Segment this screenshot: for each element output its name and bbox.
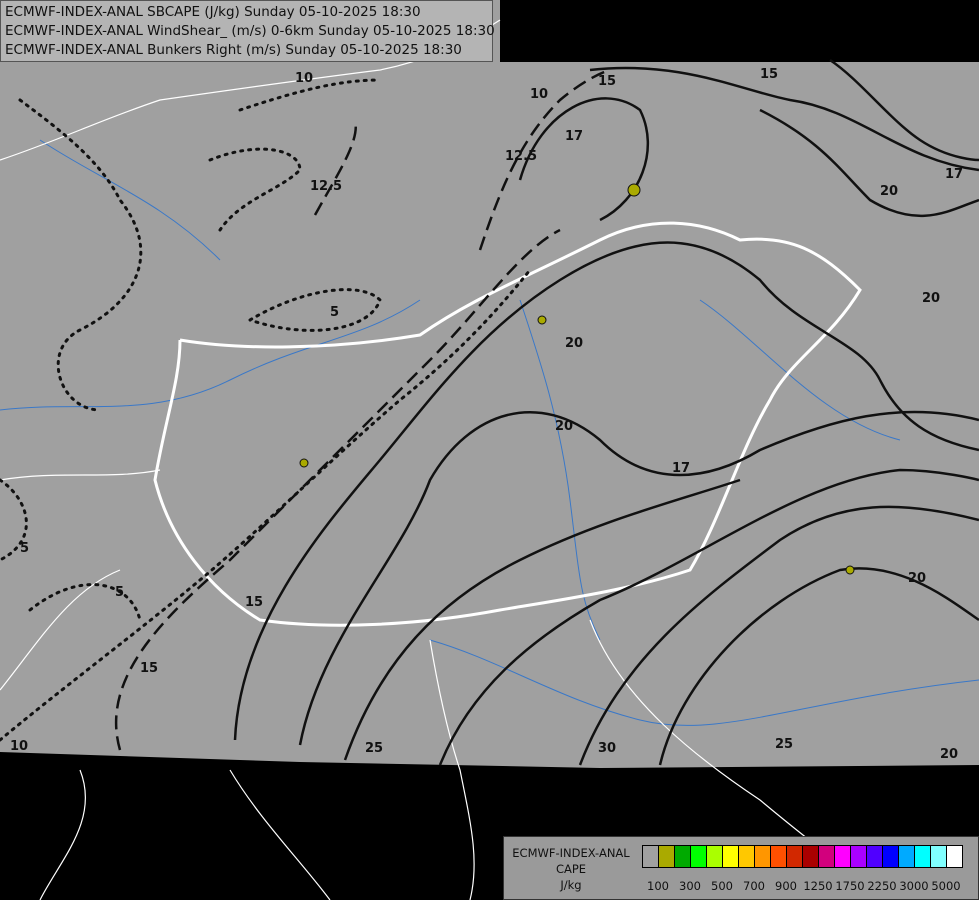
header-line-bunkers: ECMWF-INDEX-ANAL Bunkers Right (m/s) Sun… <box>5 42 462 58</box>
legend-swatch <box>883 846 899 867</box>
svg-text:20: 20 <box>555 419 573 434</box>
legend-label: 500 <box>711 879 733 893</box>
legend-label: 900 <box>775 879 797 893</box>
cape-legend: ECMWF-INDEX-ANAL CAPE J/kg 100 300 500 700 9… <box>503 836 979 900</box>
svg-text:5: 5 <box>20 541 29 556</box>
legend-label: 1250 <box>803 879 833 893</box>
legend-title-model: ECMWF-INDEX-ANAL <box>512 846 630 860</box>
dashed-contours <box>114 68 611 751</box>
legend-swatch <box>819 846 835 867</box>
legend-label: 700 <box>743 879 765 893</box>
legend-swatch <box>787 846 803 867</box>
legend-swatch <box>755 846 771 867</box>
svg-text:20: 20 <box>565 336 583 351</box>
svg-text:25: 25 <box>775 737 793 752</box>
svg-text:10: 10 <box>295 71 313 86</box>
legend-title-var: CAPE <box>555 862 587 876</box>
legend-swatch <box>707 846 723 867</box>
header-line-windshear: ECMWF-INDEX-ANAL WindShear_ (m/s) 0-6km … <box>5 23 495 39</box>
legend-swatch <box>803 846 819 867</box>
legend-swatch <box>643 846 659 867</box>
legend-title-unit: J/kg <box>560 878 582 892</box>
legend-label: 300 <box>679 879 701 893</box>
cape-spots <box>299 183 855 575</box>
svg-text:25: 25 <box>365 741 383 756</box>
map-header: ECMWF-INDEX-ANAL SBCAPE (J/kg) Sunday 05… <box>0 0 495 62</box>
svg-text:5: 5 <box>330 305 339 320</box>
svg-text:17: 17 <box>565 129 583 144</box>
legend-swatch <box>899 846 915 867</box>
svg-text:20: 20 <box>940 747 958 762</box>
svg-text:15: 15 <box>760 67 778 82</box>
svg-text:15: 15 <box>140 661 158 676</box>
svg-text:20: 20 <box>922 291 940 306</box>
map-domain <box>0 0 979 768</box>
legend-label: 3000 <box>899 879 929 893</box>
country-borders <box>153 221 862 627</box>
legend-swatch <box>691 846 707 867</box>
svg-text:10: 10 <box>530 87 548 102</box>
legend-label: 100 <box>647 879 669 893</box>
legend-swatch <box>723 846 739 867</box>
svg-text:5: 5 <box>115 585 124 600</box>
rivers <box>0 139 979 726</box>
svg-text:20: 20 <box>880 184 898 199</box>
contour-labels: 10 12.5 12.5 15 15 15 17 17 17 20 20 20 … <box>10 67 963 762</box>
shear-contours <box>233 58 979 766</box>
color-bar <box>642 845 963 868</box>
legend-swatch <box>675 846 691 867</box>
legend-label: 5000 <box>931 879 961 893</box>
svg-text:17: 17 <box>945 167 963 182</box>
svg-text:30: 30 <box>598 741 616 756</box>
svg-text:17: 17 <box>672 461 690 476</box>
legend-swatch <box>947 846 962 867</box>
svg-text:15: 15 <box>598 74 616 89</box>
legend-label: 2250 <box>867 879 897 893</box>
legend-swatch <box>659 846 675 867</box>
legend-swatch <box>931 846 947 867</box>
svg-text:12.5: 12.5 <box>505 149 537 164</box>
legend-swatch <box>851 846 867 867</box>
svg-text:10: 10 <box>10 739 28 754</box>
legend-swatch <box>771 846 787 867</box>
dotted-contours <box>0 78 532 742</box>
legend-swatch <box>739 846 755 867</box>
svg-text:12.5: 12.5 <box>310 179 342 194</box>
legend-swatch <box>835 846 851 867</box>
legend-label: 1750 <box>835 879 865 893</box>
header-line-sbcape: ECMWF-INDEX-ANAL SBCAPE (J/kg) Sunday 05… <box>5 4 421 20</box>
legend-title: ECMWF-INDEX-ANAL CAPE J/kg <box>508 845 634 893</box>
legend-swatch <box>867 846 883 867</box>
legend-swatch <box>915 846 931 867</box>
svg-text:15: 15 <box>245 595 263 610</box>
svg-text:20: 20 <box>908 571 926 586</box>
